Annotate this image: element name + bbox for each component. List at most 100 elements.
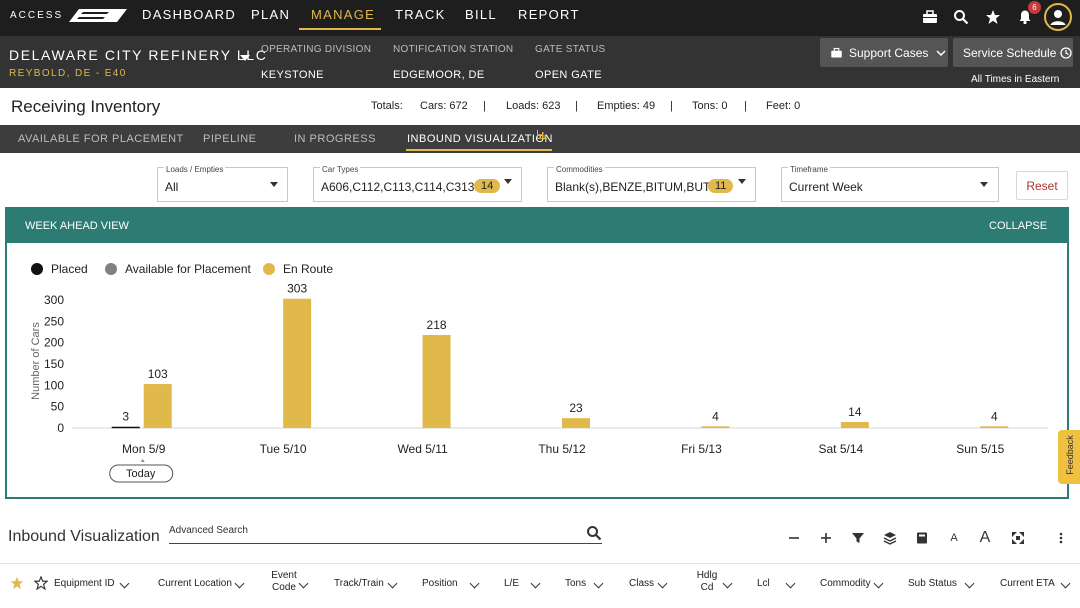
zoom-out-icon[interactable] [787,531,801,545]
more-vertical-icon[interactable] [1054,531,1068,545]
gate-status-label: GATE STATUS [535,44,606,55]
data-label: 4 [712,409,719,423]
col-tons[interactable]: Tons [565,578,587,589]
total-empties: Empties: 49 [597,100,656,112]
bar-placed [111,426,140,429]
totals-separator: | [483,100,486,112]
nav-report[interactable]: REPORT [518,7,580,22]
tab-in-progress[interactable]: IN PROGRESS [294,133,376,145]
commodities-select[interactable]: Commodities Blank(s),BENZE,BITUM,BUT... … [547,165,756,202]
chevron-down-icon[interactable] [657,578,668,589]
user-avatar[interactable] [1044,3,1072,31]
font-size-small-icon[interactable]: A [950,532,958,544]
x-tick-label: Wed 5/11 [397,442,448,456]
support-cases-button[interactable]: Support Cases [820,38,948,67]
y-tick-label: 50 [51,400,65,414]
col-commodity[interactable]: Commodity [820,578,871,589]
search-icon[interactable] [586,525,602,541]
layers-icon[interactable] [883,531,897,545]
filter-icon[interactable] [851,531,865,545]
data-label: 4 [991,409,998,423]
caret-down-icon [738,179,746,184]
bar-en-route [980,426,1009,428]
y-tick-label: 0 [57,421,64,435]
star-outline-icon[interactable] [34,576,48,590]
car-types-select[interactable]: Car Types A606,C112,C113,C114,C313... 14 [313,165,522,202]
chevron-down-icon[interactable] [119,578,130,589]
legend-swatch [263,263,275,275]
legend-placed[interactable]: Placed [31,262,88,276]
nav-dashboard[interactable]: DASHBOARD [142,7,237,22]
chevron-down-icon[interactable] [387,578,398,589]
col-handling-code[interactable]: Hdlg Cd [696,570,718,593]
expand-icon[interactable] [1011,531,1025,545]
collapse-button[interactable]: COLLAPSE [989,220,1048,232]
chevron-down-icon[interactable] [964,578,975,589]
briefcase-icon[interactable] [922,9,938,25]
tab-available-for-placement[interactable]: AVAILABLE FOR PLACEMENT [18,133,184,145]
chevron-down-icon[interactable] [234,578,245,589]
nav-plan[interactable]: PLAN [251,7,291,22]
col-current-location[interactable]: Current Location [158,578,232,589]
legend-en-route[interactable]: En Route [263,262,333,276]
legend-available-for-placement[interactable]: Available for Placement [105,262,251,276]
car-types-count-badge: 14 [474,179,501,193]
col-current-eta[interactable]: Current ETA [1000,578,1055,589]
tab-inbound-visualization[interactable]: INBOUND VISUALIZATION [407,133,553,145]
col-sub-status[interactable]: Sub Status [908,578,957,589]
search-icon[interactable] [953,9,969,25]
support-cases-label: Support Cases [849,45,929,60]
col-equipment-id[interactable]: Equipment ID [54,578,115,589]
timeframe-select[interactable]: Timeframe Current Week [781,165,999,202]
data-label: 303 [287,282,307,296]
nav-track[interactable]: TRACK [395,7,446,22]
loads-empties-select[interactable]: Loads / Empties All [157,165,288,202]
chevron-down-icon[interactable] [298,578,309,589]
col-track-train[interactable]: Track/Train [334,578,384,589]
chevron-down-icon[interactable] [593,578,604,589]
bar-en-route [143,384,172,428]
company-name[interactable]: DELAWARE CITY REFINERY LLC [9,47,268,63]
data-label: 3 [122,410,129,424]
favorites-filter-star-icon[interactable] [10,576,24,590]
bar-en-route [562,418,590,428]
caret-down-icon [504,179,512,184]
service-schedule-button[interactable]: Service Schedule [953,38,1073,67]
col-load-empty[interactable]: L/E [504,578,520,589]
company-dropdown-icon[interactable] [240,55,250,61]
tab-pipeline[interactable]: PIPELINE [203,133,257,145]
y-tick-label: 100 [44,378,64,392]
car-types-value: A606,C112,C113,C114,C313... [321,180,485,194]
advanced-search-input[interactable]: Advanced Search [169,525,248,536]
chevron-down-icon[interactable] [873,578,884,589]
user-icon [1050,10,1066,25]
chevron-down-icon[interactable] [469,578,480,589]
star-icon[interactable] [985,9,1001,25]
bell-icon[interactable] [1017,9,1033,25]
col-class[interactable]: Class [629,578,655,589]
book-icon[interactable] [915,531,929,545]
ns-logo-icon [69,9,128,22]
grid-header-border [0,563,1080,564]
reset-button[interactable]: Reset [1016,171,1068,200]
panel-title: WEEK AHEAD VIEW [25,220,129,232]
chevron-down-icon[interactable] [722,578,733,589]
nav-manage[interactable]: MANAGE [311,7,376,22]
grid-title: Inbound Visualization [8,528,160,545]
col-lcl[interactable]: Lcl [757,578,770,589]
col-event-code[interactable]: Event Code [271,570,297,593]
nav-bill[interactable]: BILL [465,7,497,22]
feedback-tab[interactable]: Feedback [1058,430,1080,484]
col-position[interactable]: Position [422,578,458,589]
inventory-tabs: AVAILABLE FOR PLACEMENT PIPELINE IN PROG… [0,125,1080,153]
chevron-down-icon[interactable] [1060,578,1071,589]
today-label: Today [126,468,156,480]
y-tick-label: 200 [44,336,64,350]
operating-division-label: OPERATING DIVISION [261,44,372,55]
zoom-in-icon[interactable] [819,531,833,545]
access-ns-logo[interactable]: ACCESS [10,9,128,22]
font-size-large-icon[interactable]: A [979,529,991,546]
chevron-down-icon[interactable] [530,578,541,589]
chevron-down-icon[interactable] [785,578,796,589]
